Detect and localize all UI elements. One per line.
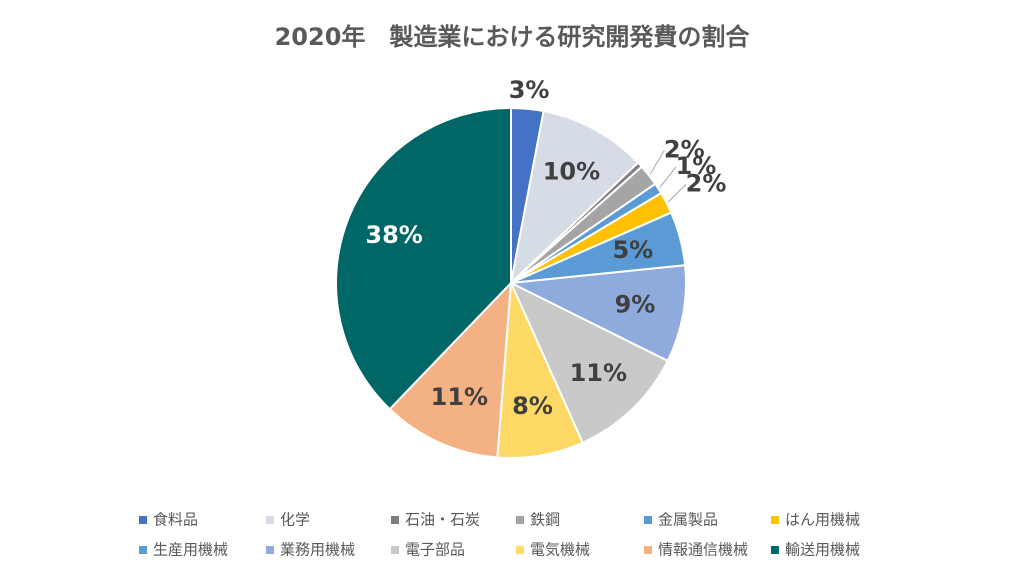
data-label: 2% [664, 135, 705, 163]
data-label: 10% [543, 157, 600, 185]
pie-slice [335, 106, 512, 411]
legend-label: 鉄鋼 [530, 511, 560, 529]
legend-swatch [266, 516, 274, 524]
legend-label: はん用機械 [785, 511, 860, 529]
legend-swatch [516, 516, 524, 524]
legend-swatch [644, 516, 652, 524]
legend-swatch [139, 546, 147, 554]
legend-swatch [391, 546, 399, 554]
leader-line [667, 183, 687, 203]
legend-swatch [516, 546, 524, 554]
legend-swatch [771, 516, 779, 524]
leader-line [649, 150, 665, 175]
legend-label: 化学 [280, 511, 310, 529]
legend-swatch [391, 516, 399, 524]
leader-line [659, 166, 677, 188]
data-label: 1% [676, 152, 717, 180]
legend-swatch [644, 546, 652, 554]
pie-slice [507, 264, 687, 363]
data-label: 5% [612, 236, 653, 264]
legend-swatch [266, 546, 274, 554]
data-label: 11% [570, 359, 627, 387]
pie-slice [388, 280, 513, 459]
pie-slice [509, 109, 640, 286]
data-label: 11% [431, 383, 488, 411]
pie-slice [508, 280, 670, 444]
legend-label: 電子部品 [405, 541, 465, 559]
legend-label: 生産用機械 [153, 541, 228, 559]
legend-label: 電気機械 [530, 541, 590, 559]
legend-label: 石油・石炭 [405, 511, 480, 529]
legend-label: 業務用機械 [280, 541, 355, 559]
data-label: 9% [615, 291, 656, 319]
data-label: 38% [365, 221, 422, 249]
data-label: 3% [509, 76, 550, 104]
legend-label: 金属製品 [658, 511, 718, 529]
legend-label: 情報通信機械 [658, 541, 748, 559]
data-label: 2% [686, 169, 727, 197]
legend-label: 輸送用機械 [785, 541, 860, 559]
legend-label: 食料品 [153, 511, 198, 529]
data-label: 8% [512, 392, 553, 420]
legend-swatch [139, 516, 147, 524]
legend-swatch [771, 546, 779, 554]
chart-title: 2020年 製造業における研究開発費の割合 [275, 23, 751, 51]
